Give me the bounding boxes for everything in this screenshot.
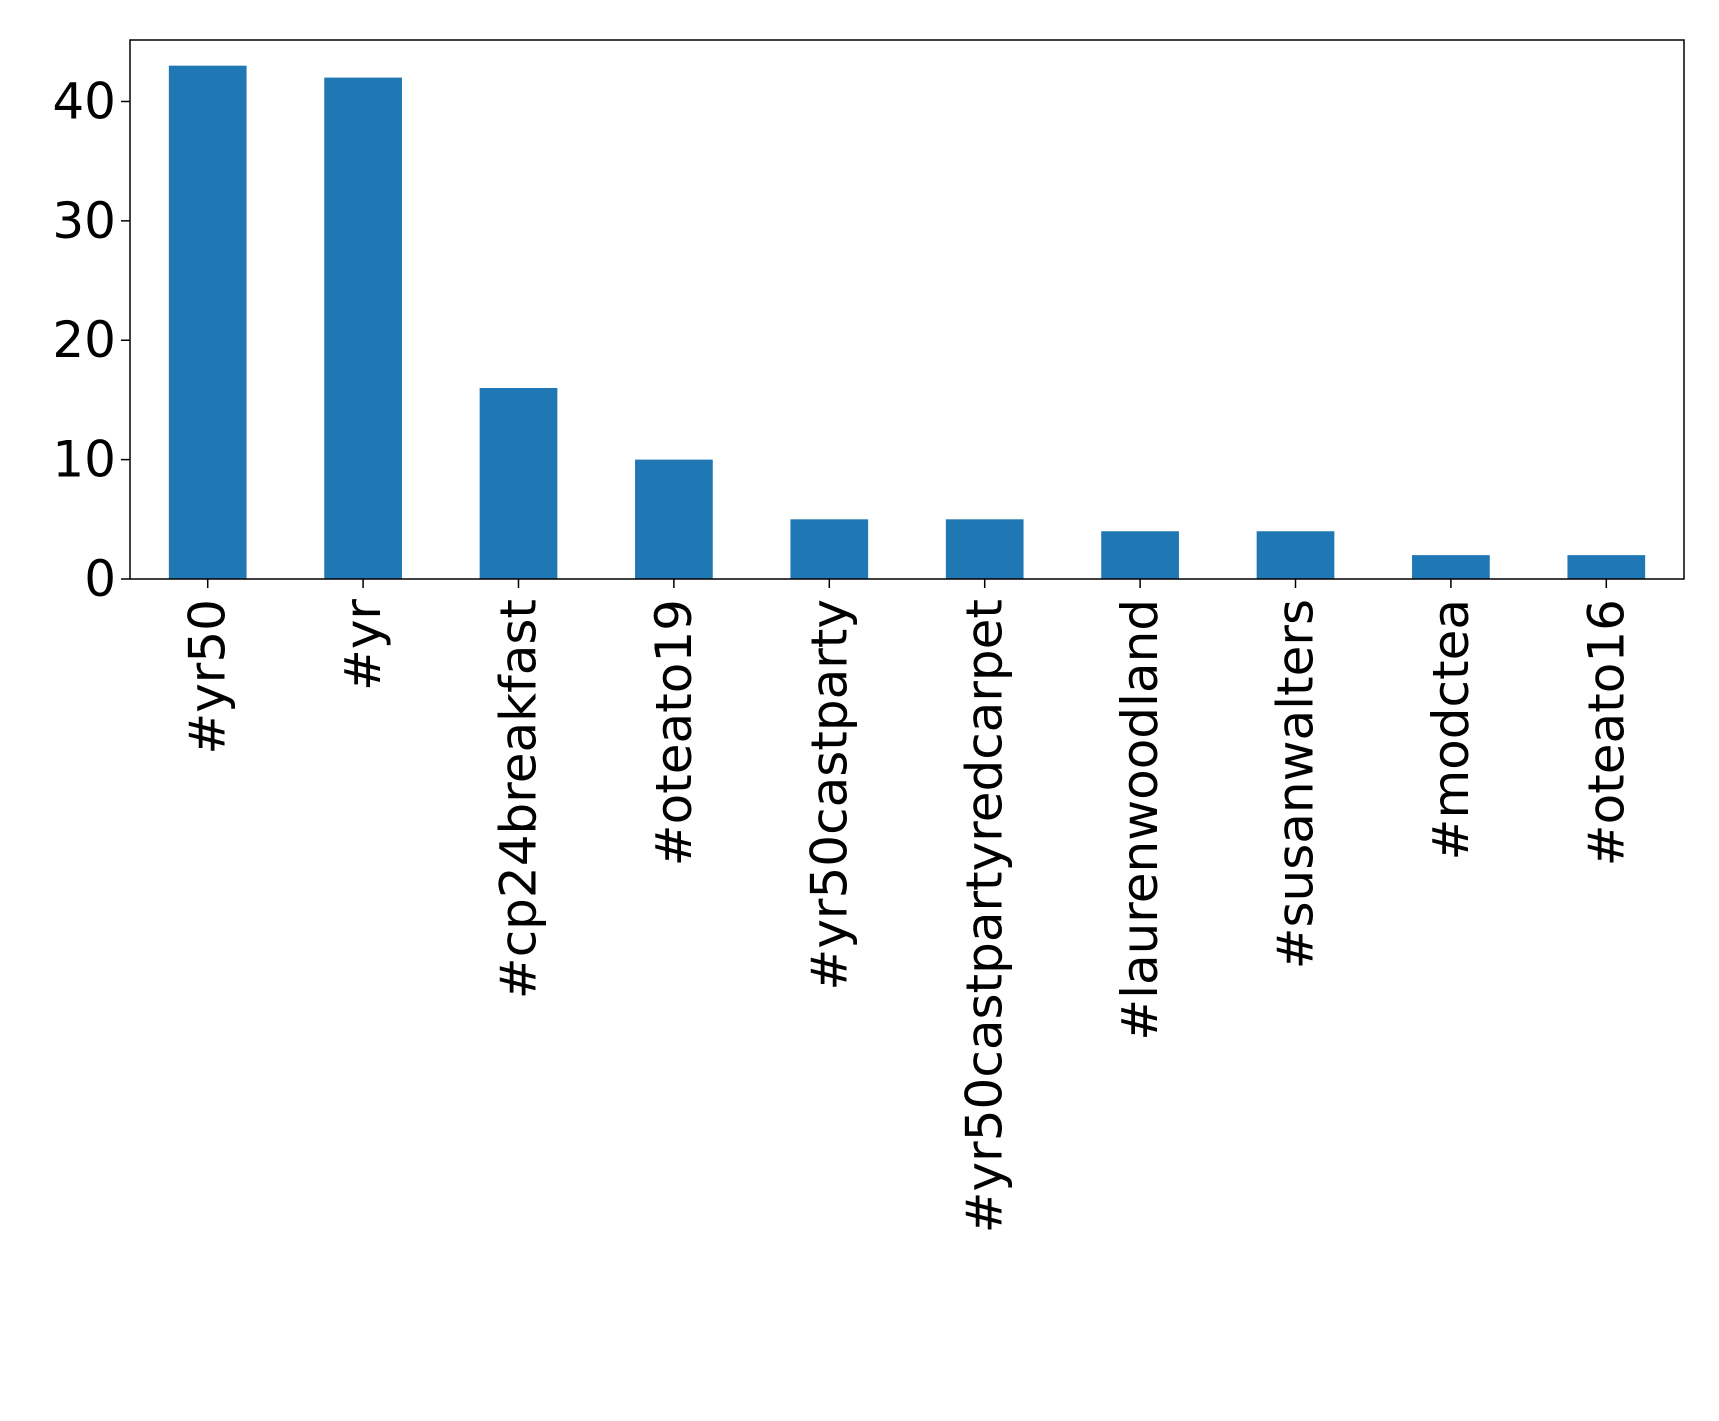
bar-oteato16 — [1567, 555, 1646, 579]
x-tick-label: #yr — [334, 599, 392, 691]
x-tick-label: #yr50 — [179, 599, 237, 755]
bar-modctea — [1412, 555, 1490, 579]
y-tick-label: 30 — [52, 192, 116, 250]
x-tick-label: #laurenwoodland — [1111, 599, 1169, 1041]
bar-yr50castpartyredcarpet — [945, 519, 1024, 579]
y-tick-label: 10 — [52, 431, 116, 489]
bar-yr — [324, 77, 402, 580]
bars-group — [168, 65, 1646, 580]
x-tick-label: #yr50castparty — [800, 599, 858, 991]
y-tick-label: 40 — [52, 72, 116, 130]
plot-frame — [129, 39, 1685, 580]
x-tick-label: #modctea — [1422, 599, 1480, 860]
x-tick-label: #cp24breakfast — [490, 599, 548, 999]
y-tick-label: 20 — [52, 311, 116, 369]
bar-cp24breakfast — [479, 387, 558, 579]
bar-oteato19 — [635, 459, 713, 579]
bar-yr50castparty — [790, 519, 869, 579]
y-tick-label: 0 — [84, 550, 116, 608]
x-axis: #yr50 #yr #cp24breakfast #oteato19 #yr50cast… — [179, 579, 1635, 1233]
x-tick-label: #yr50castpartyredcarpet — [956, 599, 1014, 1233]
x-tick-label: #oteato19 — [645, 599, 703, 866]
bar-susanwalters — [1256, 531, 1335, 579]
y-axis: 0 10 20 30 40 — [52, 72, 130, 608]
bar-yr50 — [168, 65, 247, 579]
bar-laurenwoodland — [1101, 531, 1179, 579]
x-tick-label: #susanwalters — [1267, 599, 1325, 969]
x-tick-label: #oteato16 — [1577, 599, 1635, 866]
